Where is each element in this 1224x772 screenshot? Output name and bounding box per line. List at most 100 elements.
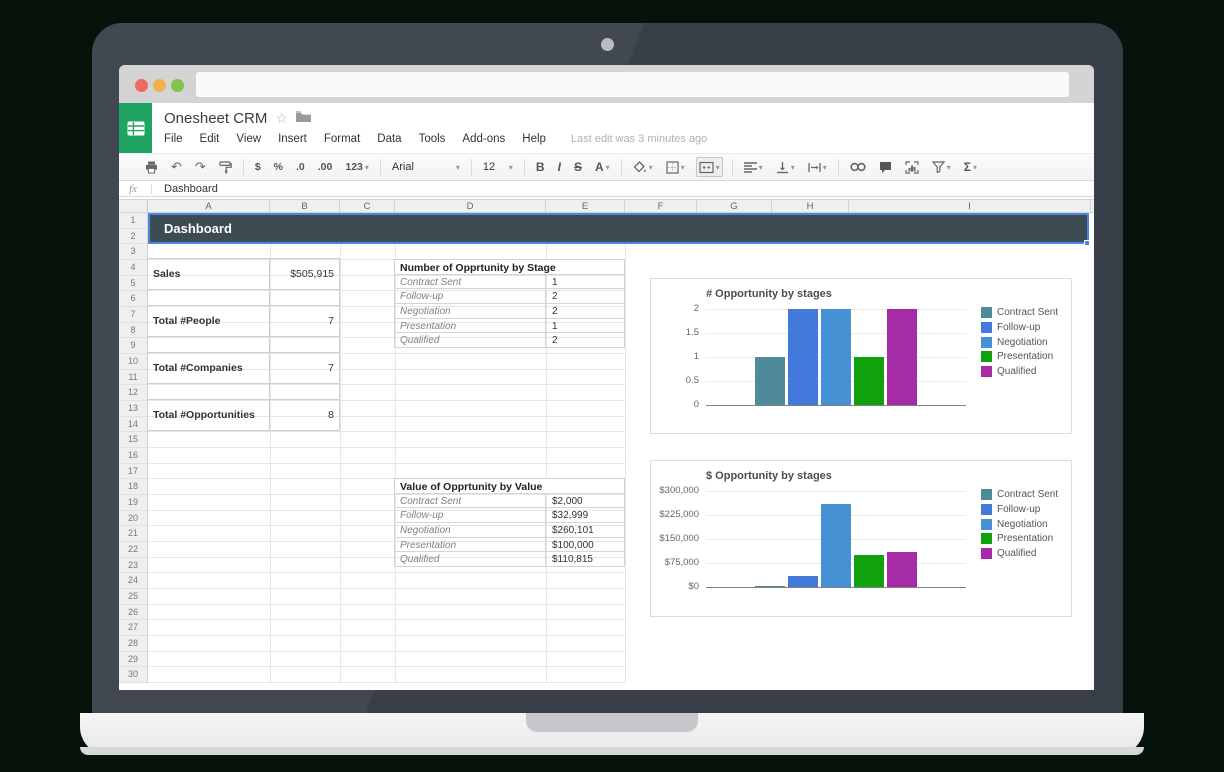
column-header-D[interactable]: D xyxy=(395,200,546,212)
percent-format-button[interactable]: % xyxy=(273,161,283,173)
table-row[interactable]: Follow-up 2 xyxy=(394,288,625,304)
select-all-corner[interactable] xyxy=(119,200,148,212)
row-header-25[interactable]: 25 xyxy=(119,588,148,605)
grid-row[interactable] xyxy=(148,511,625,527)
column-header-B[interactable]: B xyxy=(270,200,340,212)
menu-file[interactable]: File xyxy=(164,133,183,145)
grid-row[interactable] xyxy=(148,558,625,574)
star-icon[interactable]: ☆ xyxy=(275,110,288,126)
grid-row[interactable] xyxy=(148,464,625,480)
italic-button[interactable]: I xyxy=(557,160,561,174)
table-row[interactable]: Contract Sent $2,000 xyxy=(394,492,625,509)
row-header-4[interactable]: 4 xyxy=(119,259,148,276)
row-header-26[interactable]: 26 xyxy=(119,604,148,621)
text-wrap-button[interactable]: ▾ xyxy=(806,157,829,177)
column-header-I[interactable]: I xyxy=(849,200,1091,212)
row-header-29[interactable]: 29 xyxy=(119,651,148,668)
font-size-select[interactable]: 12 ▾ xyxy=(482,161,513,173)
grid-row[interactable] xyxy=(148,276,625,292)
menu-edit[interactable]: Edit xyxy=(199,133,220,145)
table-header[interactable]: Number of Opprtunity by Stage xyxy=(394,259,625,275)
row-header-6[interactable]: 6 xyxy=(119,291,148,307)
column-header-H[interactable]: H xyxy=(772,200,849,212)
menu-view[interactable]: View xyxy=(236,133,262,145)
chart-opportunity-count[interactable]: # Opportunity by stages 0 0.5 1 1.5 2 Contract… xyxy=(650,278,1072,434)
insert-comment-button[interactable] xyxy=(877,157,894,177)
grid-row[interactable] xyxy=(148,417,625,433)
menu-help[interactable]: Help xyxy=(522,133,546,145)
row-header-22[interactable]: 22 xyxy=(119,541,148,558)
decrease-decimal-button[interactable]: .0 xyxy=(296,161,305,173)
row-header-24[interactable]: 24 xyxy=(119,573,148,589)
row-header-15[interactable]: 15 xyxy=(119,432,148,448)
column-header-G[interactable]: G xyxy=(697,200,772,212)
grid-row[interactable] xyxy=(148,260,625,276)
menu-data[interactable]: Data xyxy=(377,133,402,145)
grid-row[interactable] xyxy=(148,323,625,339)
borders-button[interactable]: ▾ xyxy=(664,157,687,177)
insert-chart-button[interactable] xyxy=(903,157,921,177)
increase-decimal-button[interactable]: .00 xyxy=(317,161,333,173)
row-header-14[interactable]: 14 xyxy=(119,416,148,433)
row-header-7[interactable]: 7 xyxy=(119,306,148,323)
horizontal-align-button[interactable]: ▾ xyxy=(742,157,765,177)
redo-button[interactable]: ↷ xyxy=(194,159,206,174)
row-header-8[interactable]: 8 xyxy=(119,322,148,339)
merge-cells-button[interactable]: ▾ xyxy=(695,157,723,177)
row-header-5[interactable]: 5 xyxy=(119,275,148,292)
table-row[interactable]: Follow-up $32,999 xyxy=(394,507,625,523)
row-header-19[interactable]: 19 xyxy=(119,494,148,511)
row-header-16[interactable]: 16 xyxy=(119,447,148,464)
grid-row[interactable] xyxy=(148,385,625,401)
row-header-20[interactable]: 20 xyxy=(119,510,148,527)
row-header-10[interactable]: 10 xyxy=(119,353,148,370)
dashboard-title-cell[interactable]: Dashboard xyxy=(148,213,1089,244)
grid-row[interactable] xyxy=(148,291,625,307)
row-header-28[interactable]: 28 xyxy=(119,635,148,652)
row-header-11[interactable]: 11 xyxy=(119,369,148,386)
insert-link-button[interactable] xyxy=(848,157,868,177)
selection-fill-handle[interactable] xyxy=(1084,240,1090,246)
row-header-27[interactable]: 27 xyxy=(119,620,148,636)
grid-row[interactable] xyxy=(148,636,625,652)
document-title[interactable]: Onesheet CRM xyxy=(164,109,268,127)
row-header-30[interactable]: 30 xyxy=(119,667,148,683)
grid-row[interactable] xyxy=(148,338,625,354)
grid-row[interactable] xyxy=(148,495,625,511)
filter-button[interactable]: ▾ xyxy=(930,157,953,177)
grid-row[interactable] xyxy=(148,448,625,464)
last-edit-status[interactable]: Last edit was 3 minutes ago xyxy=(570,133,708,145)
menu-format[interactable]: Format xyxy=(323,133,361,145)
grid-row[interactable] xyxy=(148,307,625,323)
grid-row[interactable] xyxy=(148,620,625,636)
row-header-12[interactable]: 12 xyxy=(119,385,148,401)
column-header-E[interactable]: E xyxy=(546,200,625,212)
vertical-align-button[interactable]: ▾ xyxy=(774,157,797,177)
row-header-3[interactable]: 3 xyxy=(119,244,148,260)
menu-insert[interactable]: Insert xyxy=(278,133,307,145)
grid-row[interactable] xyxy=(148,479,625,495)
grid-row[interactable] xyxy=(148,432,625,448)
chart-opportunity-value[interactable]: $ Opportunity by stages $0 $75,000 $150,000… xyxy=(650,460,1072,617)
table-row[interactable]: Presentation 1 xyxy=(394,317,625,334)
table-row[interactable]: Sales $505,915 xyxy=(147,258,340,291)
table-row[interactable]: Total #Companies 7 xyxy=(147,351,340,385)
undo-button[interactable]: ↶ xyxy=(171,159,182,174)
functions-button[interactable]: Σ ▾ xyxy=(963,160,977,174)
grid-row[interactable] xyxy=(148,526,625,542)
grid-row[interactable] xyxy=(148,542,625,558)
grid-row[interactable] xyxy=(148,370,625,386)
table-header[interactable]: Value of Opprtunity by Value xyxy=(394,478,625,494)
font-family-select[interactable]: Arial ▾ xyxy=(391,161,460,173)
table-row[interactable]: Qualified $110,815 xyxy=(394,551,625,567)
menu-addons[interactable]: Add-ons xyxy=(462,133,506,145)
maximize-button[interactable] xyxy=(171,79,184,92)
column-header-C[interactable]: C xyxy=(340,200,395,212)
grid-row[interactable] xyxy=(148,652,625,668)
table-row[interactable]: Total #People 7 xyxy=(147,304,340,338)
table-row[interactable]: Contract Sent 1 xyxy=(394,273,625,290)
more-formats-button[interactable]: 123 ▾ xyxy=(345,161,369,173)
row-header-21[interactable]: 21 xyxy=(119,526,148,542)
table-row[interactable]: Qualified 2 xyxy=(394,332,625,348)
grid-row[interactable] xyxy=(148,605,625,621)
